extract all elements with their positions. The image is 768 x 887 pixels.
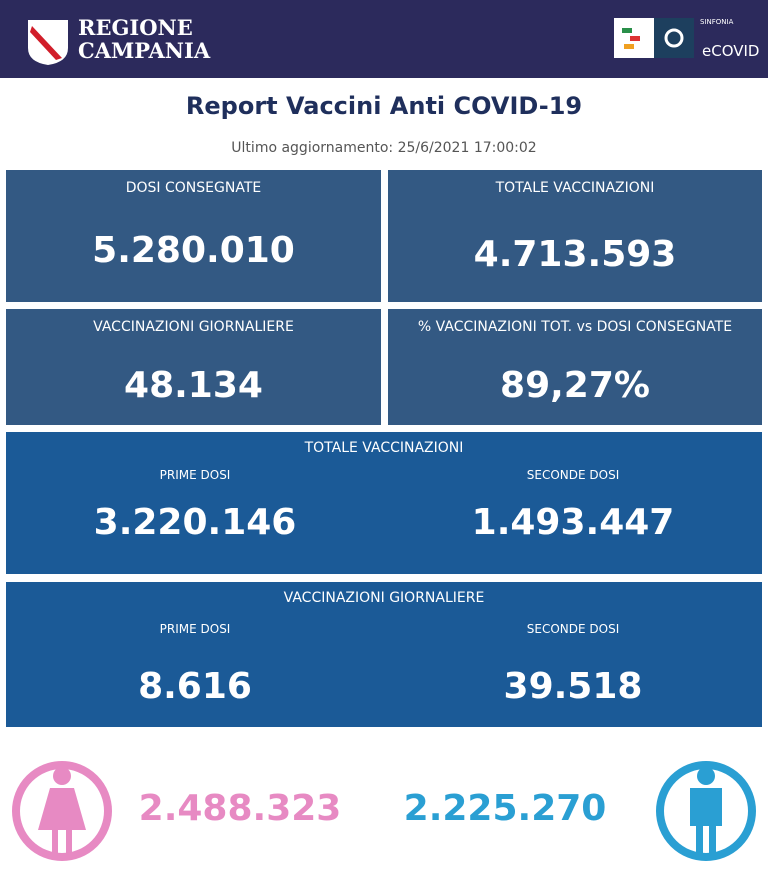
- card: TOTALE VACCINAZIONI 4.713.593: [388, 170, 762, 302]
- male-count: 2.225.270: [403, 788, 607, 829]
- item-label: SECONDE DOSI: [526, 622, 620, 636]
- card: % VACCINAZIONI TOT. vs DOSI CONSEGNATE 8…: [388, 309, 762, 425]
- card: VACCINAZIONI GIORNALIERE 48.134: [6, 309, 381, 425]
- card-label: % VACCINAZIONI TOT. vs DOSI CONSEGNATE: [417, 319, 733, 335]
- item-value: 3.220.146: [93, 502, 297, 543]
- male-icon: [656, 761, 756, 861]
- section-title: VACCINAZIONI GIORNALIERE: [283, 590, 485, 606]
- item-value: 8.616: [138, 666, 252, 707]
- item-label: SECONDE DOSI: [526, 468, 620, 482]
- region-name: REGIONE CAMPANIA: [78, 16, 210, 62]
- section: VACCINAZIONI GIORNALIERE PRIME DOSI SECO…: [6, 582, 762, 727]
- section-title: TOTALE VACCINAZIONI: [304, 440, 464, 456]
- card-value: 89,27%: [500, 365, 650, 406]
- section: TOTALE VACCINAZIONI PRIME DOSI SECONDE D…: [6, 432, 762, 574]
- item-label: PRIME DOSI: [159, 468, 231, 482]
- card-label: DOSI CONSEGNATE: [125, 180, 262, 196]
- brand-logo: [614, 18, 694, 58]
- region-line: CAMPANIA: [78, 38, 211, 63]
- header: REGIONE CAMPANIA SINFONIA eCOVID: [0, 0, 768, 78]
- card-label: VACCINAZIONI GIORNALIERE: [93, 319, 294, 335]
- region-logo: [28, 20, 68, 65]
- card-value: 4.713.593: [473, 234, 677, 275]
- female-count: 2.488.323: [138, 788, 342, 829]
- item-label: PRIME DOSI: [159, 622, 231, 636]
- item-value: 39.518: [503, 666, 643, 707]
- female-icon: [12, 761, 112, 861]
- card-value: 5.280.010: [92, 230, 295, 271]
- card-label: TOTALE VACCINAZIONI: [495, 180, 655, 196]
- card-value: 48.134: [124, 365, 263, 406]
- updated: Ultimo aggiornamento: 25/6/2021 17:00:02: [231, 140, 537, 156]
- title: Report Vaccini Anti COVID-19: [185, 92, 583, 120]
- region-line: REGIONE: [78, 15, 193, 40]
- item-value: 1.493.447: [471, 502, 675, 543]
- brand-small: SINFONIA: [700, 18, 734, 26]
- brand: eCOVID: [702, 42, 760, 60]
- card: DOSI CONSEGNATE 5.280.010: [6, 170, 381, 302]
